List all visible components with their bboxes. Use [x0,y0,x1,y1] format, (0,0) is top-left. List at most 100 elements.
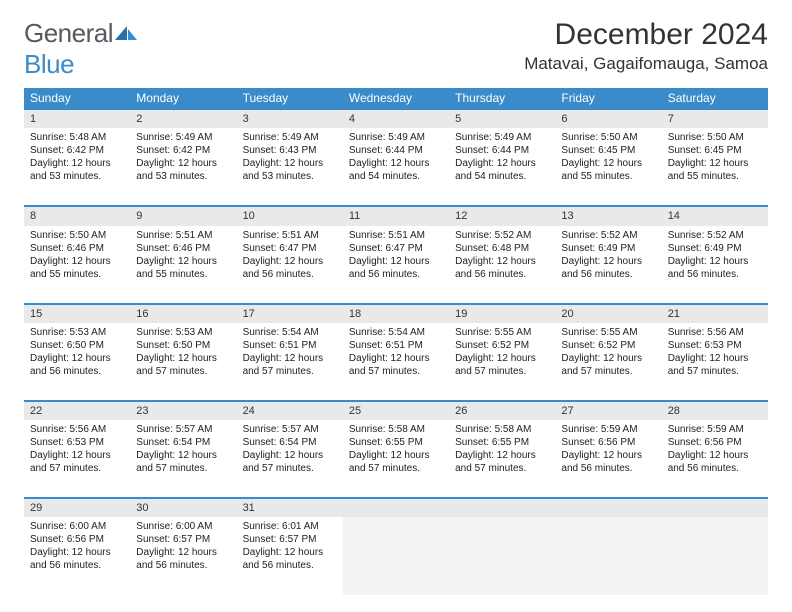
day-number: 23 [130,402,236,420]
day-line: Daylight: 12 hours [30,546,124,559]
day-number-cell [449,498,555,517]
day-line: Sunset: 6:46 PM [30,242,124,255]
day-number-cell: 31 [237,498,343,517]
day-details: Sunrise: 5:52 AMSunset: 6:48 PMDaylight:… [449,226,555,287]
day-line: Sunrise: 6:00 AM [30,520,124,533]
day-line: Sunrise: 6:01 AM [243,520,337,533]
day-body-cell: Sunrise: 5:49 AMSunset: 6:42 PMDaylight:… [130,128,236,206]
day-line: Sunrise: 5:50 AM [668,131,762,144]
day-line: Daylight: 12 hours [349,157,443,170]
day-number: 10 [237,207,343,225]
day-number-cell: 20 [555,304,661,323]
day-number-cell: 21 [662,304,768,323]
day-line: Sunset: 6:54 PM [243,436,337,449]
day-body-cell: Sunrise: 5:57 AMSunset: 6:54 PMDaylight:… [237,420,343,498]
day-body-cell: Sunrise: 5:51 AMSunset: 6:47 PMDaylight:… [237,226,343,304]
day-line: Sunrise: 5:58 AM [455,423,549,436]
day-line: Daylight: 12 hours [243,546,337,559]
day-details: Sunrise: 5:53 AMSunset: 6:50 PMDaylight:… [130,323,236,384]
day-line: Sunset: 6:48 PM [455,242,549,255]
day-line: Daylight: 12 hours [455,352,549,365]
day-header: Friday [555,88,661,109]
day-body-cell: Sunrise: 5:56 AMSunset: 6:53 PMDaylight:… [24,420,130,498]
day-number-cell: 7 [662,109,768,128]
day-line: and 57 minutes. [30,462,124,475]
day-details: Sunrise: 5:52 AMSunset: 6:49 PMDaylight:… [662,226,768,287]
day-details: Sunrise: 5:49 AMSunset: 6:43 PMDaylight:… [237,128,343,189]
day-details: Sunrise: 5:53 AMSunset: 6:50 PMDaylight:… [24,323,130,384]
calendar-table: SundayMondayTuesdayWednesdayThursdayFrid… [24,88,768,595]
day-line: Sunset: 6:45 PM [668,144,762,157]
day-number: 22 [24,402,130,420]
day-body-cell [555,517,661,595]
day-body-cell: Sunrise: 5:53 AMSunset: 6:50 PMDaylight:… [24,323,130,401]
day-line: and 56 minutes. [561,462,655,475]
day-details: Sunrise: 5:56 AMSunset: 6:53 PMDaylight:… [24,420,130,481]
day-line: Sunset: 6:47 PM [349,242,443,255]
day-number-cell: 13 [555,206,661,225]
days-of-week-row: SundayMondayTuesdayWednesdayThursdayFrid… [24,88,768,109]
day-details: Sunrise: 5:57 AMSunset: 6:54 PMDaylight:… [130,420,236,481]
day-number-cell: 1 [24,109,130,128]
day-line: Daylight: 12 hours [455,255,549,268]
day-details: Sunrise: 5:55 AMSunset: 6:52 PMDaylight:… [555,323,661,384]
day-number: 24 [237,402,343,420]
day-number: 26 [449,402,555,420]
day-line: Sunset: 6:55 PM [455,436,549,449]
day-number: 17 [237,305,343,323]
logo: General Blue [24,18,139,80]
day-line: Sunset: 6:46 PM [136,242,230,255]
day-line: Sunset: 6:50 PM [136,339,230,352]
day-line: Sunset: 6:45 PM [561,144,655,157]
day-line: Sunset: 6:57 PM [136,533,230,546]
day-line: and 54 minutes. [455,170,549,183]
day-number: 14 [662,207,768,225]
day-details: Sunrise: 5:55 AMSunset: 6:52 PMDaylight:… [449,323,555,384]
week-daynum-row: 1234567 [24,109,768,128]
day-line: Sunrise: 5:49 AM [349,131,443,144]
day-line: Sunset: 6:42 PM [136,144,230,157]
day-number-cell: 16 [130,304,236,323]
day-header: Saturday [662,88,768,109]
day-line: and 57 minutes. [561,365,655,378]
day-line: and 57 minutes. [136,365,230,378]
day-line: Daylight: 12 hours [455,157,549,170]
day-line: and 56 minutes. [349,268,443,281]
day-line: Daylight: 12 hours [136,449,230,462]
day-line: and 57 minutes. [668,365,762,378]
day-line: Daylight: 12 hours [349,255,443,268]
day-line: and 55 minutes. [136,268,230,281]
day-number: 21 [662,305,768,323]
day-number-cell: 2 [130,109,236,128]
day-details: Sunrise: 5:50 AMSunset: 6:45 PMDaylight:… [662,128,768,189]
day-line: Sunrise: 5:52 AM [455,229,549,242]
day-number-cell: 24 [237,401,343,420]
day-line: Sunrise: 5:56 AM [668,326,762,339]
day-number-cell [555,498,661,517]
day-body-cell: Sunrise: 5:54 AMSunset: 6:51 PMDaylight:… [237,323,343,401]
day-line: Sunset: 6:56 PM [561,436,655,449]
day-line: and 55 minutes. [30,268,124,281]
day-details: Sunrise: 5:49 AMSunset: 6:44 PMDaylight:… [449,128,555,189]
day-line: Sunrise: 5:57 AM [136,423,230,436]
day-details: Sunrise: 5:54 AMSunset: 6:51 PMDaylight:… [343,323,449,384]
day-details: Sunrise: 5:49 AMSunset: 6:42 PMDaylight:… [130,128,236,189]
day-line: Daylight: 12 hours [30,449,124,462]
day-number: 18 [343,305,449,323]
day-line: Sunset: 6:57 PM [243,533,337,546]
day-line: Sunrise: 5:51 AM [349,229,443,242]
day-number: 19 [449,305,555,323]
day-number-cell: 12 [449,206,555,225]
day-line: Sunrise: 5:51 AM [243,229,337,242]
day-number-cell: 6 [555,109,661,128]
day-number: 2 [130,110,236,128]
day-number: 4 [343,110,449,128]
day-number: 5 [449,110,555,128]
day-number: 13 [555,207,661,225]
day-details: Sunrise: 5:50 AMSunset: 6:45 PMDaylight:… [555,128,661,189]
day-header: Thursday [449,88,555,109]
day-line: Sunset: 6:56 PM [668,436,762,449]
logo-word1: General [24,18,113,48]
day-line: and 56 minutes. [668,462,762,475]
day-body-cell: Sunrise: 5:54 AMSunset: 6:51 PMDaylight:… [343,323,449,401]
